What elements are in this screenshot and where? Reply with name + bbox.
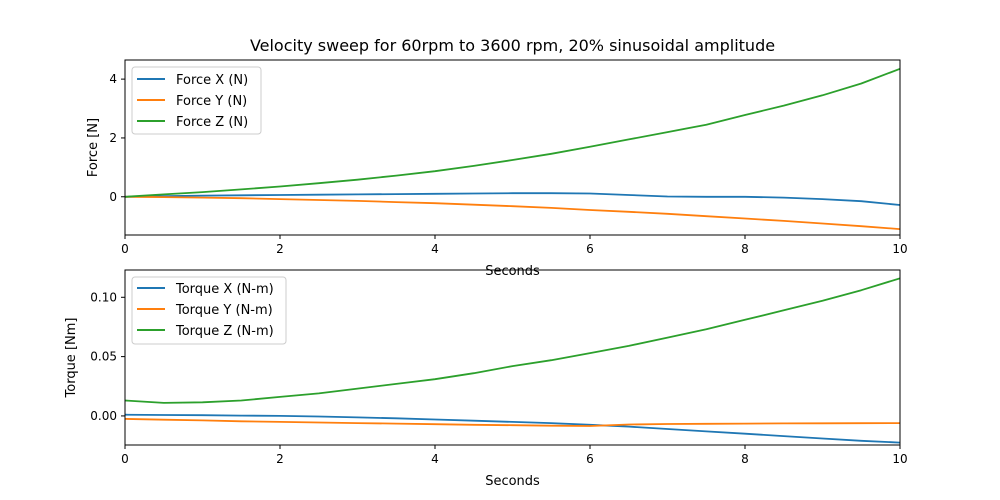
force-x-axis-label: Seconds — [485, 264, 540, 279]
torque-y-tick-label: 0.00 — [90, 409, 117, 423]
force-y-tick-label: 4 — [109, 72, 117, 86]
force-series — [125, 67, 900, 231]
force-x-tick-label: 2 — [276, 242, 284, 256]
torque-y-tick-label: 0.10 — [90, 290, 117, 304]
torque-x-tick-label: 4 — [431, 452, 439, 466]
force-y-ticks: 0 2 4 — [109, 72, 125, 204]
torque-x-tick-label: 0 — [121, 452, 129, 466]
force-x-tick-label: 6 — [586, 242, 594, 256]
torque-x-tick-label: 2 — [276, 452, 284, 466]
torque-panel: 0 2 4 6 8 10 0.00 0.05 0.10 Seconds Torque [Nm]… — [64, 269, 908, 489]
force-panel: 0 2 4 6 8 10 0 2 4 Seconds Force [N] Force X (N… — [86, 59, 908, 279]
torque-legend: Torque X (N-m) Torque Y (N-m) Torque Z (… — [131, 276, 287, 345]
legend-label-force-z: Force Z (N) — [176, 115, 248, 130]
torque-x-tick-label: 8 — [741, 452, 749, 466]
force-x-tick-label: 0 — [121, 242, 129, 256]
torque-y-ticks: 0.00 0.05 0.10 — [90, 290, 125, 423]
chart-title: Velocity sweep for 60rpm to 3600 rpm, 20… — [250, 36, 775, 55]
series-line-force-y-n — [125, 195, 900, 231]
series-line-torque-y-n-m — [125, 417, 900, 427]
force-x-ticks: 0 2 4 6 8 10 — [121, 235, 908, 256]
force-axes-frame — [124, 59, 901, 236]
torque-series — [125, 277, 900, 444]
force-y-axis-label: Force [N] — [86, 118, 101, 177]
force-x-tick-label: 8 — [741, 242, 749, 256]
torque-legend-box — [131, 276, 287, 345]
legend-label-torque-x: Torque X (N-m) — [175, 282, 274, 297]
legend-label-force-x: Force X (N) — [176, 73, 248, 88]
series-line-torque-z-n-m — [125, 277, 900, 404]
torque-y-axis-label: Torque [Nm] — [64, 318, 79, 399]
series-line-force-x-n — [125, 192, 900, 206]
torque-x-ticks: 0 2 4 6 8 10 — [121, 445, 908, 466]
force-y-tick-label: 2 — [109, 131, 117, 145]
legend-label-torque-y: Torque Y (N-m) — [175, 303, 273, 318]
torque-x-axis-label: Seconds — [485, 474, 540, 489]
torque-x-tick-label: 6 — [586, 452, 594, 466]
series-line-torque-x-n-m — [125, 413, 900, 444]
legend-label-force-y: Force Y (N) — [176, 94, 247, 109]
force-legend-box — [131, 66, 262, 135]
torque-y-tick-label: 0.05 — [90, 350, 117, 364]
force-y-tick-label: 0 — [109, 190, 117, 204]
legend-label-torque-z: Torque Z (N-m) — [175, 324, 274, 339]
force-x-tick-label: 10 — [892, 242, 907, 256]
series-line-force-z-n — [125, 67, 900, 198]
torque-axes-frame — [124, 269, 901, 446]
torque-x-tick-label: 10 — [892, 452, 907, 466]
force-legend: Force X (N) Force Y (N) Force Z (N) — [131, 66, 262, 135]
force-x-tick-label: 4 — [431, 242, 439, 256]
